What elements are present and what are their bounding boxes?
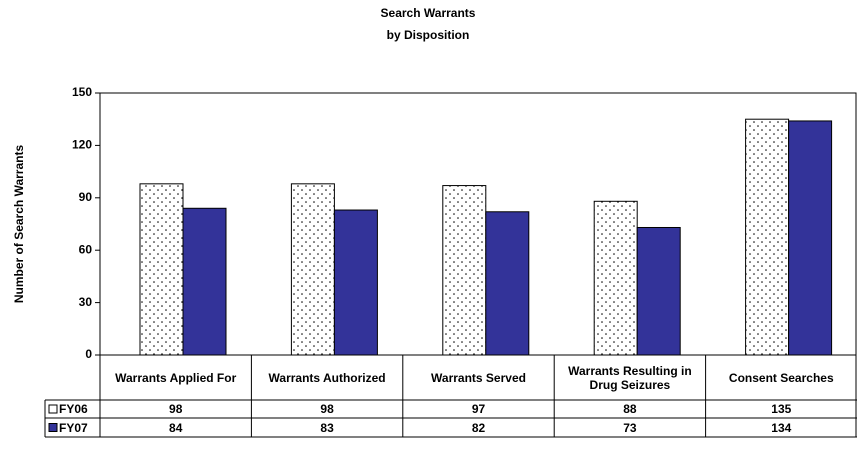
bar — [636, 226, 681, 356]
table-value: 73 — [623, 420, 637, 435]
legend-label: FY06 — [59, 402, 88, 416]
table-value: 88 — [623, 402, 637, 416]
x-tick-label: Warrants Applied For — [115, 370, 237, 385]
bar — [593, 200, 638, 356]
legend-swatch — [48, 404, 58, 414]
table-value: 98 — [169, 402, 183, 416]
chart-subtitle: by Disposition — [387, 28, 470, 42]
chart-title: Search Warrants — [381, 6, 476, 20]
y-tick-label: 90 — [79, 190, 93, 204]
bar — [333, 209, 378, 356]
y-axis-label: Number of Search Warrants — [12, 145, 26, 304]
legend-swatch — [48, 423, 58, 432]
bar — [788, 120, 833, 356]
y-tick-label: 120 — [72, 138, 92, 152]
table-value: 135 — [771, 402, 792, 416]
y-tick-label: 30 — [79, 295, 93, 309]
y-tick-label: 60 — [79, 242, 93, 256]
table-value: 98 — [320, 402, 334, 416]
y-tick-label: 150 — [72, 85, 92, 99]
x-tick-label: Warrants Authorized — [268, 370, 386, 385]
bar — [290, 183, 335, 356]
legend-label: FY07 — [59, 420, 88, 435]
x-tick-label: Warrants Served — [431, 370, 526, 385]
x-tick-label: Warrants Resulting in Drug Seizures — [568, 363, 692, 392]
table-value: 97 — [471, 402, 486, 416]
x-tick-label: Consent Searches — [728, 370, 834, 385]
y-tick-label: 0 — [85, 347, 92, 361]
bar — [485, 211, 530, 356]
table-value: 83 — [320, 420, 334, 435]
bar — [442, 185, 487, 356]
table-value: 82 — [471, 420, 486, 435]
table-value: 84 — [169, 420, 183, 435]
table-value: 134 — [771, 420, 792, 435]
bar — [182, 207, 227, 356]
bar — [139, 183, 184, 356]
bar — [745, 118, 790, 356]
